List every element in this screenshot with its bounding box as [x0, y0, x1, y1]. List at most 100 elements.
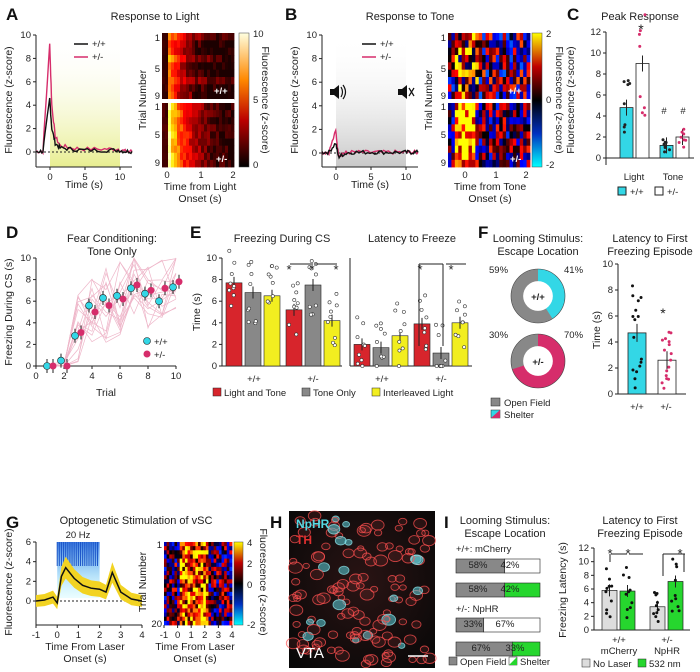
heat-cell	[189, 33, 193, 41]
heat-cell	[219, 40, 223, 49]
data-point	[674, 562, 678, 566]
heat-cell	[213, 91, 217, 100]
f-legend-swatch-shelter	[490, 409, 501, 419]
data-point	[423, 347, 428, 352]
heat-cell	[177, 612, 181, 618]
cell	[313, 637, 327, 648]
i-group-mcherry: +/+: mCherry	[456, 544, 512, 555]
heat-cell	[165, 138, 169, 147]
f-geno-het: +/-	[660, 402, 671, 413]
heat-cell	[186, 40, 190, 49]
b-heat-ytick-1b: 1	[441, 102, 446, 113]
a-x-ticks: 0 5 10	[47, 167, 125, 183]
f-pie-wt-geno: +/+	[531, 292, 545, 303]
heat-cell	[475, 110, 480, 118]
heat-cell	[216, 579, 220, 584]
heat-cell	[211, 587, 215, 593]
heat-cell	[174, 604, 178, 609]
mean-point-+/-	[77, 329, 85, 337]
heat-cell	[485, 91, 490, 100]
heat-cell	[205, 558, 209, 564]
data-point	[609, 599, 613, 603]
heat-cell	[461, 33, 466, 41]
heat-cell	[465, 131, 469, 139]
heat-cell	[458, 145, 463, 154]
heat-cell	[164, 587, 168, 593]
heat-cell	[201, 40, 205, 49]
heat-cell	[523, 77, 527, 85]
heat-cell	[519, 131, 524, 139]
heat-cell	[475, 91, 480, 100]
heat-cell	[186, 117, 190, 125]
heat-cell	[200, 558, 204, 564]
cell	[330, 516, 339, 524]
heat-cell	[454, 62, 459, 71]
heat-cell	[174, 40, 178, 49]
heat-cell	[458, 138, 463, 147]
b-heat-ytick-5: 5	[441, 64, 446, 75]
heat-cell	[478, 145, 483, 154]
data-point	[270, 294, 275, 299]
heat-cell	[451, 152, 456, 161]
heat-cell	[182, 571, 186, 576]
heat-cell	[216, 131, 220, 139]
heat-cell	[213, 117, 217, 125]
cell	[334, 535, 347, 546]
y-tick-label: 4	[608, 337, 613, 348]
heat-cell	[448, 91, 452, 100]
a-heat-xtick-2: 2	[230, 170, 235, 181]
heat-cell	[216, 571, 220, 576]
heat-cell	[523, 55, 527, 63]
heat-cell	[448, 47, 452, 56]
b-legend-het: +/-	[380, 52, 391, 63]
heat-cell	[198, 566, 202, 572]
cell	[408, 656, 417, 663]
data-point	[232, 260, 237, 265]
cell	[342, 521, 351, 528]
heat-cell	[506, 77, 510, 85]
heat-cell	[203, 542, 207, 547]
d-y-label: Freezing During CS (s)	[3, 258, 15, 365]
heat-cell	[478, 55, 483, 63]
mean-trace	[35, 566, 143, 605]
heat-cell	[177, 579, 181, 584]
heat-cell	[162, 77, 166, 85]
data-point	[227, 248, 232, 253]
heat-cell	[198, 620, 202, 626]
data-point	[359, 358, 364, 362]
heat-cell	[190, 591, 194, 597]
heat-cell	[228, 91, 232, 100]
heat-cell	[186, 33, 190, 41]
heat-cell	[485, 110, 490, 118]
b-heat-ytick-1: 1	[441, 33, 446, 44]
heat-cell	[171, 620, 175, 626]
heat-cell	[216, 604, 220, 609]
heat-cell	[231, 91, 235, 100]
heat-cell	[165, 103, 169, 111]
data-point	[673, 594, 677, 598]
heat-cell	[502, 131, 507, 139]
heat-cell	[203, 579, 207, 584]
data-point	[638, 29, 642, 33]
heat-cell	[166, 612, 170, 618]
heat-cell	[492, 91, 497, 100]
heat-cell	[448, 103, 452, 111]
heat-cell	[183, 117, 187, 125]
heat-cell	[216, 103, 220, 111]
panel-g: G Optogenetic Stimulation of vSC 20 Hz 6…	[3, 513, 269, 665]
heat-cell	[526, 69, 531, 78]
i-legend-532: 532 nm	[649, 659, 681, 670]
pie-outline	[510, 268, 566, 324]
e-geno-het-left: +/-	[307, 374, 318, 385]
mean-point-+/+	[113, 291, 121, 300]
escape-shelter-mCherry 532 nm	[504, 582, 541, 598]
heat-cell	[502, 91, 507, 100]
heat-cell	[526, 40, 531, 49]
heat-cell	[174, 612, 178, 618]
heat-cell	[162, 55, 166, 63]
data-point	[662, 348, 666, 352]
heat-cell	[171, 159, 175, 168]
heat-cell	[502, 62, 507, 71]
